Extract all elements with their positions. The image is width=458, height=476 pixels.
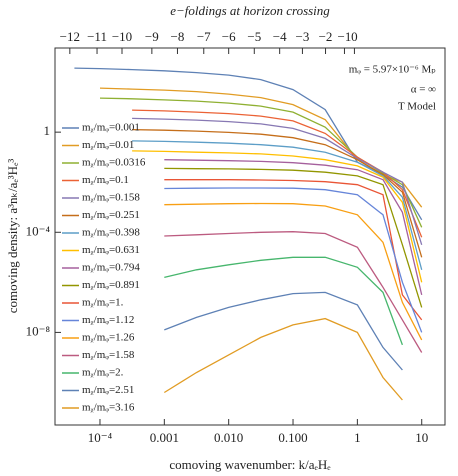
series-line	[164, 291, 403, 371]
annotation: mᵩ = 5.97×10⁻⁶ Mₚ	[349, 64, 437, 76]
y-axis-title: comoving density: a³nₖ/aₑ³Hₑ³	[5, 159, 20, 314]
y-tick-label: 10⁻⁴	[26, 223, 51, 238]
x2-tick-label: −12	[60, 29, 80, 44]
x2-tick-label: −1	[338, 29, 352, 44]
x-tick-label: 0.100	[278, 430, 307, 445]
legend-label: mᵪ/mᵩ=0.001	[82, 122, 140, 134]
y-tick-label: 10⁻⁸	[26, 323, 51, 338]
x2-tick-label: 0	[351, 29, 358, 44]
legend-label: mᵪ/mᵩ=1.58	[82, 349, 135, 361]
series-line	[164, 167, 423, 308]
x2-tick-label: −2	[319, 29, 333, 44]
legend-label: mᵪ/mᵩ=0.398	[82, 227, 140, 239]
x2-tick-label: −10	[112, 29, 132, 44]
legend-label: mᵪ/mᵩ=1.12	[82, 314, 134, 326]
x-tick-label: 0.001	[150, 430, 179, 445]
series-line	[132, 140, 423, 270]
y-tick-label: 1	[44, 123, 51, 138]
series-line	[164, 231, 423, 353]
annotation: α = ∞	[411, 84, 436, 96]
series-line	[132, 109, 423, 238]
legend-label: mᵪ/mᵩ=3.16	[82, 402, 135, 414]
series-line	[163, 317, 403, 401]
top-axis-title: e−foldings at horizon crossing	[170, 3, 330, 18]
x-axis-title: comoving wavenumber: k/aₑHₑ	[169, 457, 331, 472]
x2-tick-label: −4	[273, 29, 287, 44]
x2-tick-label: −5	[247, 29, 261, 44]
x2-tick-label: −8	[171, 29, 185, 44]
legend-label: mᵪ/mᵩ=0.891	[82, 279, 140, 291]
series-line	[164, 179, 423, 321]
legend-label: mᵪ/mᵩ=0.158	[82, 192, 140, 204]
series-line	[132, 117, 423, 245]
legend-label: mᵪ/mᵩ=0.0316	[82, 157, 146, 169]
plot-frame	[54, 47, 446, 426]
x2-tick-label: −3	[296, 29, 310, 44]
series-line	[132, 128, 423, 258]
x2-tick-label: −11	[87, 29, 107, 44]
x-tick-label: 10	[415, 430, 428, 445]
x2-tick-label: −9	[145, 29, 159, 44]
series-line	[164, 256, 404, 346]
x2-tick-label: −7	[197, 29, 211, 44]
series-line	[164, 202, 423, 341]
legend-label: mᵪ/mᵩ=0.794	[82, 262, 140, 274]
legend-label: mᵪ/mᵩ=1.26	[82, 332, 135, 344]
legend-label: mᵪ/mᵩ=1.	[82, 297, 124, 309]
legend-label: mᵪ/mᵩ=2.	[82, 367, 124, 379]
legend-label: mᵪ/mᵩ=0.631	[82, 244, 140, 256]
legend-label: mᵪ/mᵩ=2.51	[82, 384, 134, 396]
series-line	[132, 150, 423, 283]
legend-label: mᵪ/mᵩ=0.251	[82, 209, 140, 221]
legend-label: mᵪ/mᵩ=0.01	[82, 139, 134, 151]
x-tick-label: 1	[354, 430, 361, 445]
series-line	[164, 159, 423, 296]
legend-label: mᵪ/mᵩ=0.1	[82, 174, 129, 186]
x2-tick-label: −6	[222, 29, 236, 44]
annotation: T Model	[398, 101, 436, 113]
x-tick-label: 10⁻⁴	[88, 430, 113, 445]
x-tick-label: 0.010	[214, 430, 243, 445]
series-line	[164, 187, 423, 333]
